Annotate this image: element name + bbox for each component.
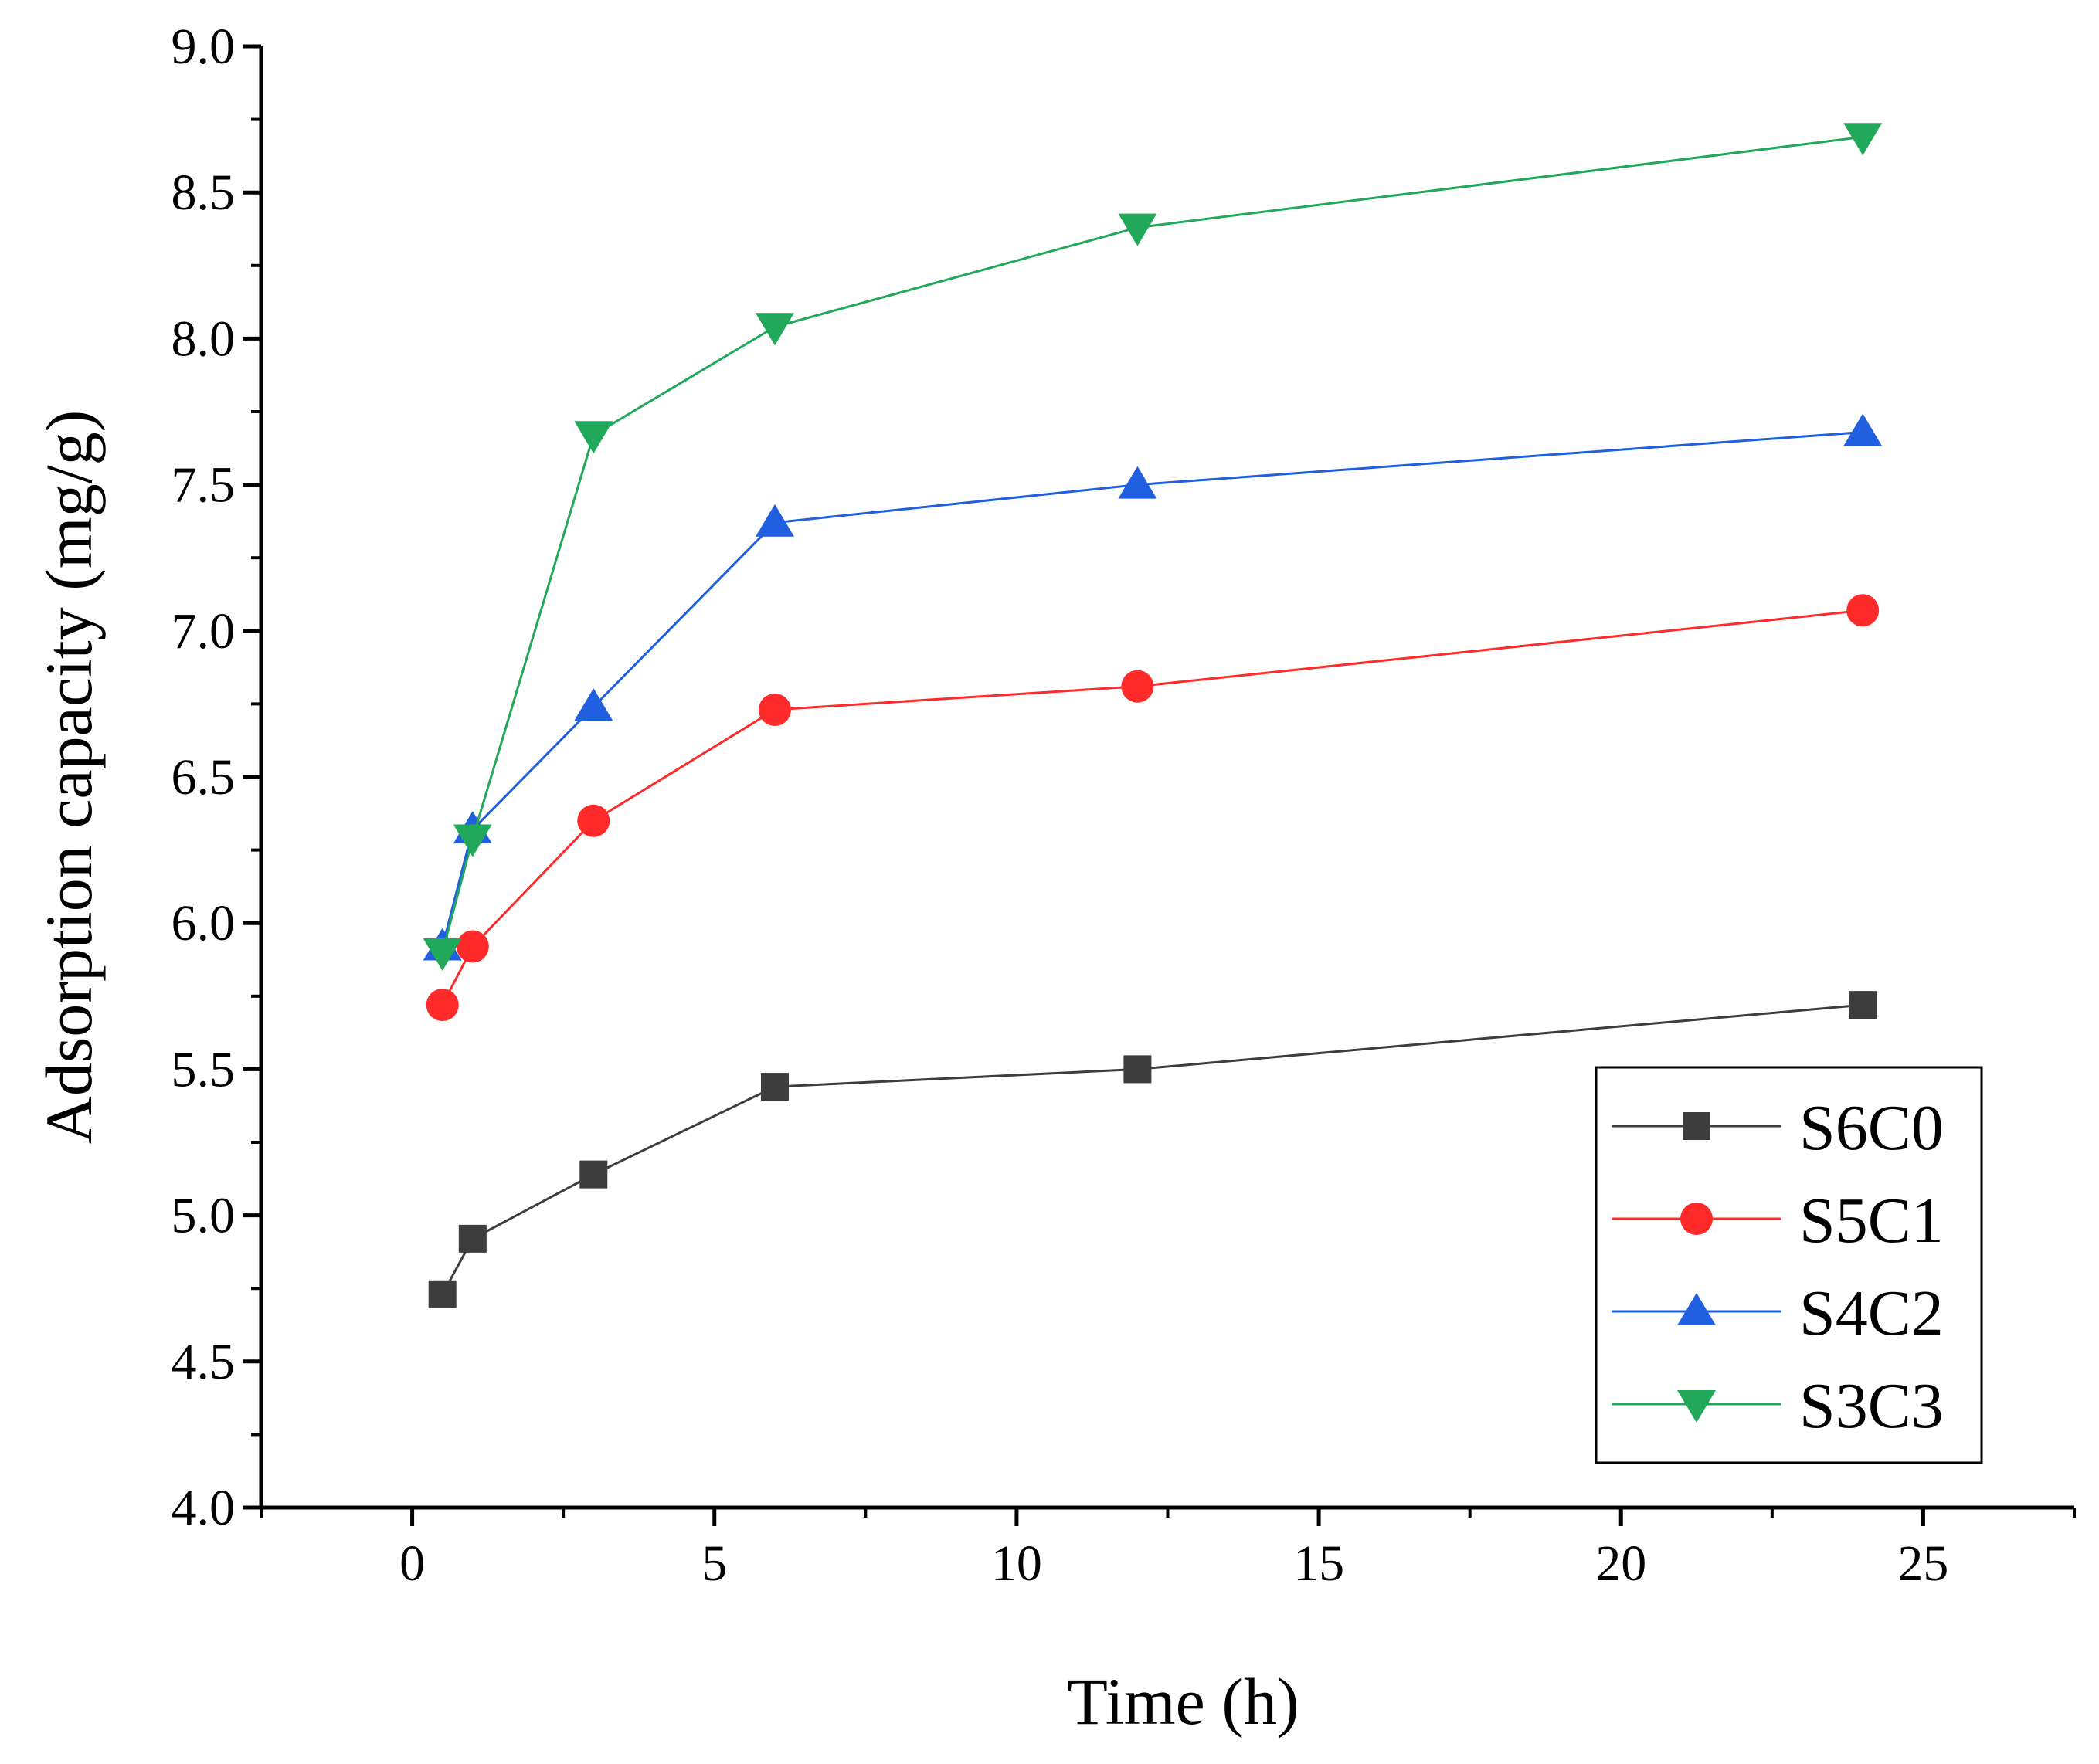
data-point-S3C3 [1843, 123, 1883, 156]
legend-label: S3C3 [1799, 1370, 1944, 1442]
y-tick-label: 4.5 [172, 1334, 236, 1390]
data-point-S3C3 [755, 313, 794, 346]
y-tick-label: 6.0 [172, 895, 236, 952]
series-line-S4C2 [441, 430, 1863, 947]
y-axis-title: Adsorption capacity (mg/g) [32, 410, 106, 1145]
data-point-S6C0 [760, 1073, 789, 1101]
y-tick-label: 4.0 [172, 1480, 236, 1536]
data-point-S6C0 [1849, 991, 1877, 1019]
legend-label: S4C2 [1799, 1277, 1944, 1349]
legend: S6C0 S5C1 S4C2 S3C3 [1595, 1066, 1983, 1464]
data-point-S6C0 [458, 1224, 487, 1253]
data-point-S6C0 [1123, 1055, 1152, 1084]
legend-item-S5C1: S5C1 [1612, 1185, 1944, 1257]
y-tick-label: 8.0 [172, 310, 236, 367]
x-tick-label: 5 [701, 1535, 727, 1592]
y-tick-label: 7.5 [172, 457, 236, 514]
data-point-S3C3 [574, 421, 613, 454]
series-S5C1 [426, 594, 1880, 1022]
data-point-S5C1 [1121, 670, 1154, 703]
data-point-S4C2 [574, 688, 613, 721]
data-point-S5C1 [426, 989, 459, 1022]
series-layer [423, 123, 1883, 1308]
data-point-S3C3 [423, 938, 462, 972]
x-tick-label: 15 [1293, 1535, 1344, 1592]
legend-marker [1683, 1112, 1710, 1140]
y-tick-label: 5.0 [172, 1188, 236, 1244]
x-tick-label: 20 [1595, 1535, 1646, 1592]
y-tick-label: 7.0 [172, 603, 236, 660]
legend-label: S5C1 [1799, 1185, 1944, 1257]
legend-label: S6C0 [1799, 1092, 1944, 1164]
legend-item-S6C0: S6C0 [1612, 1092, 1944, 1164]
legend-marker [1677, 1293, 1716, 1325]
series-S3C3 [423, 123, 1883, 972]
x-tick-label: 10 [991, 1535, 1042, 1592]
data-point-S5C1 [456, 930, 489, 963]
data-point-S6C0 [428, 1280, 457, 1308]
data-point-S4C2 [1843, 413, 1883, 446]
data-point-S6C0 [579, 1160, 608, 1189]
legend-marker [1680, 1203, 1713, 1235]
legend-marker [1677, 1390, 1716, 1423]
data-point-S5C1 [577, 804, 610, 837]
legend-box [1595, 1066, 1983, 1464]
legend-item-S3C3: S3C3 [1612, 1370, 1944, 1442]
x-tick-label: 0 [399, 1535, 425, 1592]
series-line-S3C3 [441, 135, 1863, 953]
axes: 4.0 4.5 5.0 5.5 6.0 6.5 7.0 7.5 8.0 8.5 9.0 0 5 10 15 2… [172, 19, 2076, 1592]
y-tick-label: 6.5 [172, 749, 236, 806]
legend-item-S4C2: S4C2 [1612, 1277, 1944, 1349]
data-point-S5C1 [1846, 594, 1880, 627]
data-point-S4C2 [1118, 466, 1157, 499]
series-S6C0 [428, 991, 1877, 1308]
data-point-S3C3 [453, 824, 492, 857]
y-tick-label: 8.5 [172, 165, 236, 221]
y-tick-label: 9.0 [172, 19, 236, 75]
y-tick-label: 5.5 [172, 1041, 236, 1097]
data-point-S4C2 [755, 504, 794, 537]
data-point-S3C3 [1118, 213, 1157, 246]
x-tick-label: 25 [1897, 1535, 1948, 1592]
data-point-S5C1 [758, 693, 791, 726]
x-axis-title: Time (h) [1067, 1664, 1299, 1739]
